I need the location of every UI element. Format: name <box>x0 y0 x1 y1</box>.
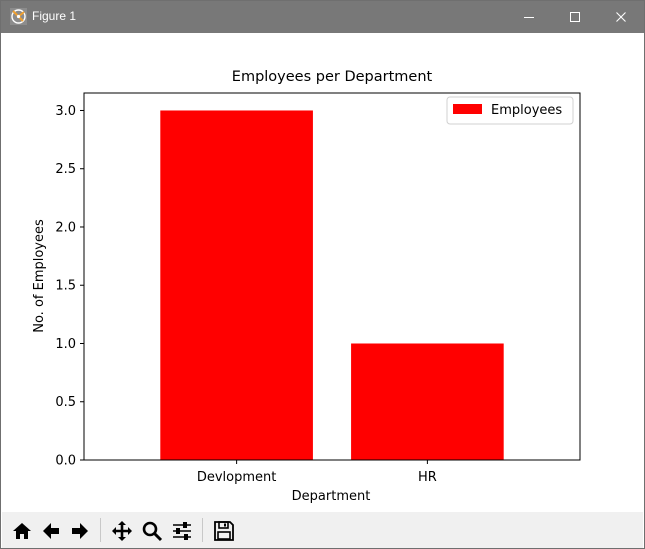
maximize-icon <box>570 12 580 22</box>
bar-devlopment <box>160 110 313 460</box>
toolbar-separator <box>202 518 203 542</box>
save-button[interactable] <box>210 517 237 544</box>
minimize-icon <box>524 17 534 18</box>
figure-canvas[interactable]: Employees per Department 0.0 0.5 1.0 1.5 2.0… <box>2 33 643 512</box>
chart-title: Employees per Department <box>232 69 433 85</box>
y-axis-label: No. of Employees <box>32 219 47 333</box>
window-title: Figure 1 <box>32 9 77 23</box>
matplotlib-app-icon <box>10 8 27 25</box>
bar-chart: Employees per Department 0.0 0.5 1.0 1.5 2.0… <box>32 69 581 504</box>
close-button[interactable] <box>598 1 644 33</box>
back-button[interactable] <box>37 517 64 544</box>
y-tick-label: 0.5 <box>55 395 76 410</box>
x-tick-label: HR <box>418 470 437 485</box>
bar-hr <box>351 343 504 460</box>
legend-swatch <box>453 104 482 114</box>
y-tick-label: 1.5 <box>55 279 76 294</box>
magnifier-icon <box>142 521 162 541</box>
move-icon <box>111 520 132 541</box>
y-tick-label: 2.5 <box>55 162 76 177</box>
x-axis-label: Department <box>292 489 371 504</box>
plot-area-frame <box>83 92 581 461</box>
sliders-icon <box>172 521 191 540</box>
title-bar[interactable]: Figure 1 <box>1 1 644 33</box>
legend-label: Employees <box>491 103 562 118</box>
forward-button[interactable] <box>66 517 93 544</box>
zoom-button[interactable] <box>138 517 165 544</box>
y-tick-label: 2.0 <box>55 220 76 235</box>
configure-subplots-button[interactable] <box>168 517 195 544</box>
y-tick-label: 0.0 <box>55 454 76 469</box>
legend-box <box>446 96 574 125</box>
home-button[interactable] <box>8 517 35 544</box>
home-icon <box>12 522 31 539</box>
y-tick-label: 3.0 <box>55 104 76 119</box>
minimize-button[interactable] <box>506 1 552 33</box>
arrow-right-icon <box>71 522 88 539</box>
pan-button[interactable] <box>108 517 135 544</box>
navigation-toolbar <box>2 512 643 548</box>
maximize-button[interactable] <box>552 1 598 33</box>
floppy-disk-icon <box>213 520 234 541</box>
toolbar-separator <box>100 518 101 542</box>
legend: Employees <box>446 96 574 125</box>
arrow-left-icon <box>42 522 59 539</box>
x-tick-label: Devlopment <box>197 470 277 485</box>
close-icon <box>616 12 626 22</box>
y-tick-label: 1.0 <box>55 337 76 352</box>
